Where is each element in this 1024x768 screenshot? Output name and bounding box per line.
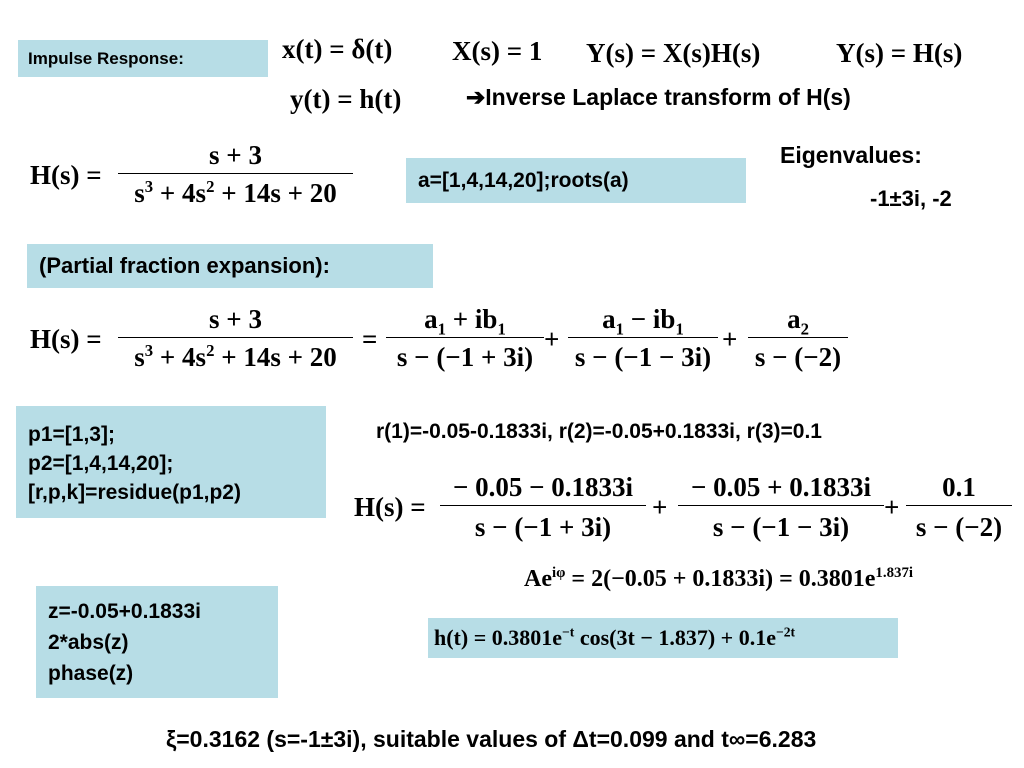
eq-H-s-label-1: H(s) = — [30, 160, 102, 190]
eq-Y-s-product: Y(s) = X(s)H(s) — [586, 38, 761, 68]
eigenvalues-value: -1±3i, -2 — [870, 186, 952, 211]
inverse-laplace-text: ➔Inverse Laplace transform of H(s) — [466, 84, 851, 110]
fraction-denominator: s − (−1 + 3i) — [396, 342, 534, 372]
fraction-numerator: − 0.05 − 0.1833i — [452, 472, 634, 502]
fraction-bar — [568, 337, 718, 338]
fraction-bar — [118, 173, 353, 174]
fraction-denominator: s3 + 4s2 + 14s + 20 — [134, 177, 337, 208]
roots-code-box: a=[1,4,14,20];roots(a) — [406, 158, 746, 203]
residue-fraction-3: 0.1 s − (−2) — [906, 472, 1012, 543]
arrow-right-icon: ➔ — [466, 84, 486, 110]
fraction-numerator: a1 + ib1 — [424, 304, 506, 339]
equals-sign: = — [362, 324, 378, 354]
plus-sign: + — [884, 492, 900, 522]
eigenvalues-title: Eigenvalues: — [780, 142, 922, 168]
fraction-denominator: s − (−2) — [915, 512, 1003, 542]
fraction-numerator: − 0.05 + 0.1833i — [690, 472, 872, 502]
fraction-numerator: 0.1 — [942, 472, 976, 502]
code-line: 2*abs(z) — [48, 631, 129, 654]
residue-fraction-1: − 0.05 − 0.1833i s − (−1 + 3i) — [440, 472, 646, 543]
fraction-numerator: s + 3 — [209, 140, 262, 170]
eq-y-t: y(t) = h(t) — [290, 84, 402, 114]
eq-H-s-label-3: H(s) = — [354, 492, 426, 522]
residue-fraction-2: − 0.05 + 0.1833i s − (−1 − 3i) — [678, 472, 884, 543]
partial-fraction-1: a1 + ib1 s − (−1 + 3i) — [386, 304, 544, 373]
eq-x-t: x(t) = δ(t) — [282, 34, 393, 64]
eq-H-s-label-2: H(s) = — [30, 324, 102, 354]
eq-h-t: h(t) = 0.3801e−t cos(3t − 1.837) + 0.1e−… — [434, 624, 796, 650]
plus-sign: + — [652, 492, 668, 522]
fraction-bar — [386, 337, 544, 338]
eq-amplitude-phase: Aeiφ = 2(−0.05 + 0.1833i) = 0.3801e1.837… — [524, 565, 914, 592]
fraction-bar — [748, 337, 848, 338]
fraction-denominator: s3 + 4s2 + 14s + 20 — [134, 341, 337, 372]
plus-sign: + — [544, 324, 560, 354]
residue-code-box: p1=[1,3]; p2=[1,4,14,20]; [r,p,k]=residu… — [16, 406, 326, 518]
fraction-numerator: a1 − ib1 — [602, 304, 684, 339]
fraction-bar — [118, 337, 353, 338]
residues-text: r(1)=-0.05-0.1833i, r(2)=-0.05+0.1833i, … — [376, 420, 822, 443]
partial-fraction-label: (Partial fraction expansion): — [27, 244, 433, 288]
fraction-numerator: a2 — [787, 304, 809, 339]
fraction-bar — [678, 505, 884, 506]
code-line: p2=[1,4,14,20]; — [28, 452, 174, 475]
phase-code-box: z=-0.05+0.1833i 2*abs(z) phase(z) — [36, 586, 278, 698]
code-line: p1=[1,3]; — [28, 423, 115, 446]
code-line: z=-0.05+0.1833i — [48, 600, 201, 623]
plus-sign: + — [722, 324, 738, 354]
partial-fraction-2: a1 − ib1 s − (−1 − 3i) — [568, 304, 718, 373]
fraction-bar — [906, 505, 1012, 506]
eq-Y-s-H: Y(s) = H(s) — [836, 38, 963, 68]
impulse-response-result-box: h(t) = 0.3801e−t cos(3t − 1.837) + 0.1e−… — [428, 618, 898, 658]
fraction-denominator: s − (−1 − 3i) — [712, 512, 850, 542]
fraction-H-s-2: s + 3 s3 + 4s2 + 14s + 20 — [118, 304, 353, 373]
code-line: phase(z) — [48, 662, 134, 685]
code-line: [r,p,k]=residue(p1,p2) — [28, 481, 241, 504]
eq-X-s: X(s) = 1 — [452, 36, 543, 66]
fraction-H-s-1: s + 3 s3 + 4s2 + 14s + 20 — [118, 140, 353, 209]
fraction-denominator: s − (−2) — [754, 342, 842, 372]
fraction-numerator: s + 3 — [209, 304, 262, 334]
fraction-denominator: s − (−1 + 3i) — [474, 512, 612, 542]
partial-fraction-3: a2 s − (−2) — [748, 304, 848, 373]
fraction-bar — [440, 505, 646, 506]
fraction-denominator: s − (−1 − 3i) — [574, 342, 712, 372]
footer-text: ξ=0.3162 (s=-1±3i), suitable values of Δ… — [166, 726, 817, 752]
impulse-response-label: Impulse Response: — [18, 40, 268, 77]
